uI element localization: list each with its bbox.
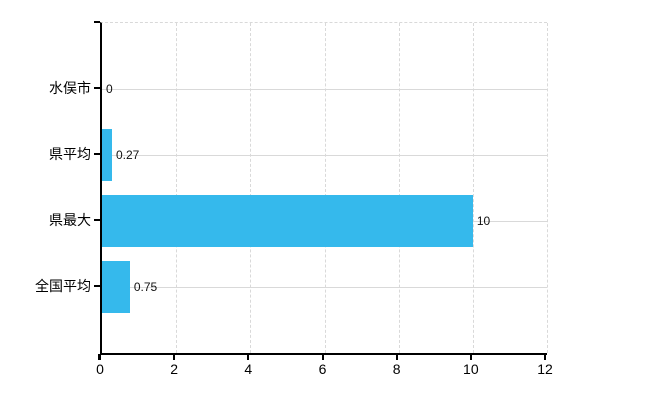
x-axis-tick bbox=[469, 354, 472, 360]
value-label: 0.27 bbox=[116, 148, 140, 162]
y-axis-top-tick bbox=[94, 21, 100, 23]
x-tick-label: 8 bbox=[392, 361, 401, 377]
y-axis-tick bbox=[94, 285, 100, 287]
x-tick-label: 12 bbox=[537, 361, 553, 377]
y-axis-tick bbox=[94, 87, 100, 89]
value-label: 10 bbox=[476, 214, 491, 228]
x-axis-tick bbox=[544, 354, 546, 360]
value-label: 0.75 bbox=[133, 280, 158, 294]
v-gridline bbox=[176, 23, 178, 353]
x-tick-label: 0 bbox=[96, 361, 104, 377]
x-tick-label: 10 bbox=[463, 361, 479, 377]
category-label: 水俣市 bbox=[49, 80, 91, 96]
category-label: 全国平均 bbox=[35, 278, 91, 294]
v-gridline bbox=[250, 23, 252, 353]
bar bbox=[102, 261, 130, 313]
x-axis-tick bbox=[395, 354, 398, 360]
x-tick-label: 6 bbox=[318, 361, 327, 377]
v-gridline bbox=[324, 23, 326, 353]
x-axis-tick bbox=[173, 354, 176, 360]
category-label: 県最大 bbox=[49, 212, 91, 228]
y-axis-tick bbox=[94, 153, 100, 155]
v-gridline bbox=[398, 23, 400, 353]
v-gridline bbox=[547, 23, 548, 353]
plot-area: 0 0.27 10 0.75 bbox=[100, 22, 548, 355]
bar bbox=[102, 195, 473, 247]
h-gridline bbox=[102, 89, 547, 90]
x-tick-label: 2 bbox=[170, 361, 179, 377]
x-axis-tick bbox=[99, 354, 101, 360]
x-tick-label: 4 bbox=[244, 361, 253, 377]
y-axis-extension bbox=[98, 354, 100, 360]
value-label: 0 bbox=[106, 82, 113, 96]
category-label: 県平均 bbox=[49, 146, 91, 162]
y-axis-tick bbox=[94, 219, 100, 221]
bar bbox=[102, 129, 112, 181]
h-gridline bbox=[102, 155, 547, 156]
h-gridline bbox=[102, 287, 547, 288]
x-axis-tick bbox=[247, 354, 250, 360]
v-gridline bbox=[472, 23, 474, 353]
x-axis-tick bbox=[321, 354, 324, 360]
